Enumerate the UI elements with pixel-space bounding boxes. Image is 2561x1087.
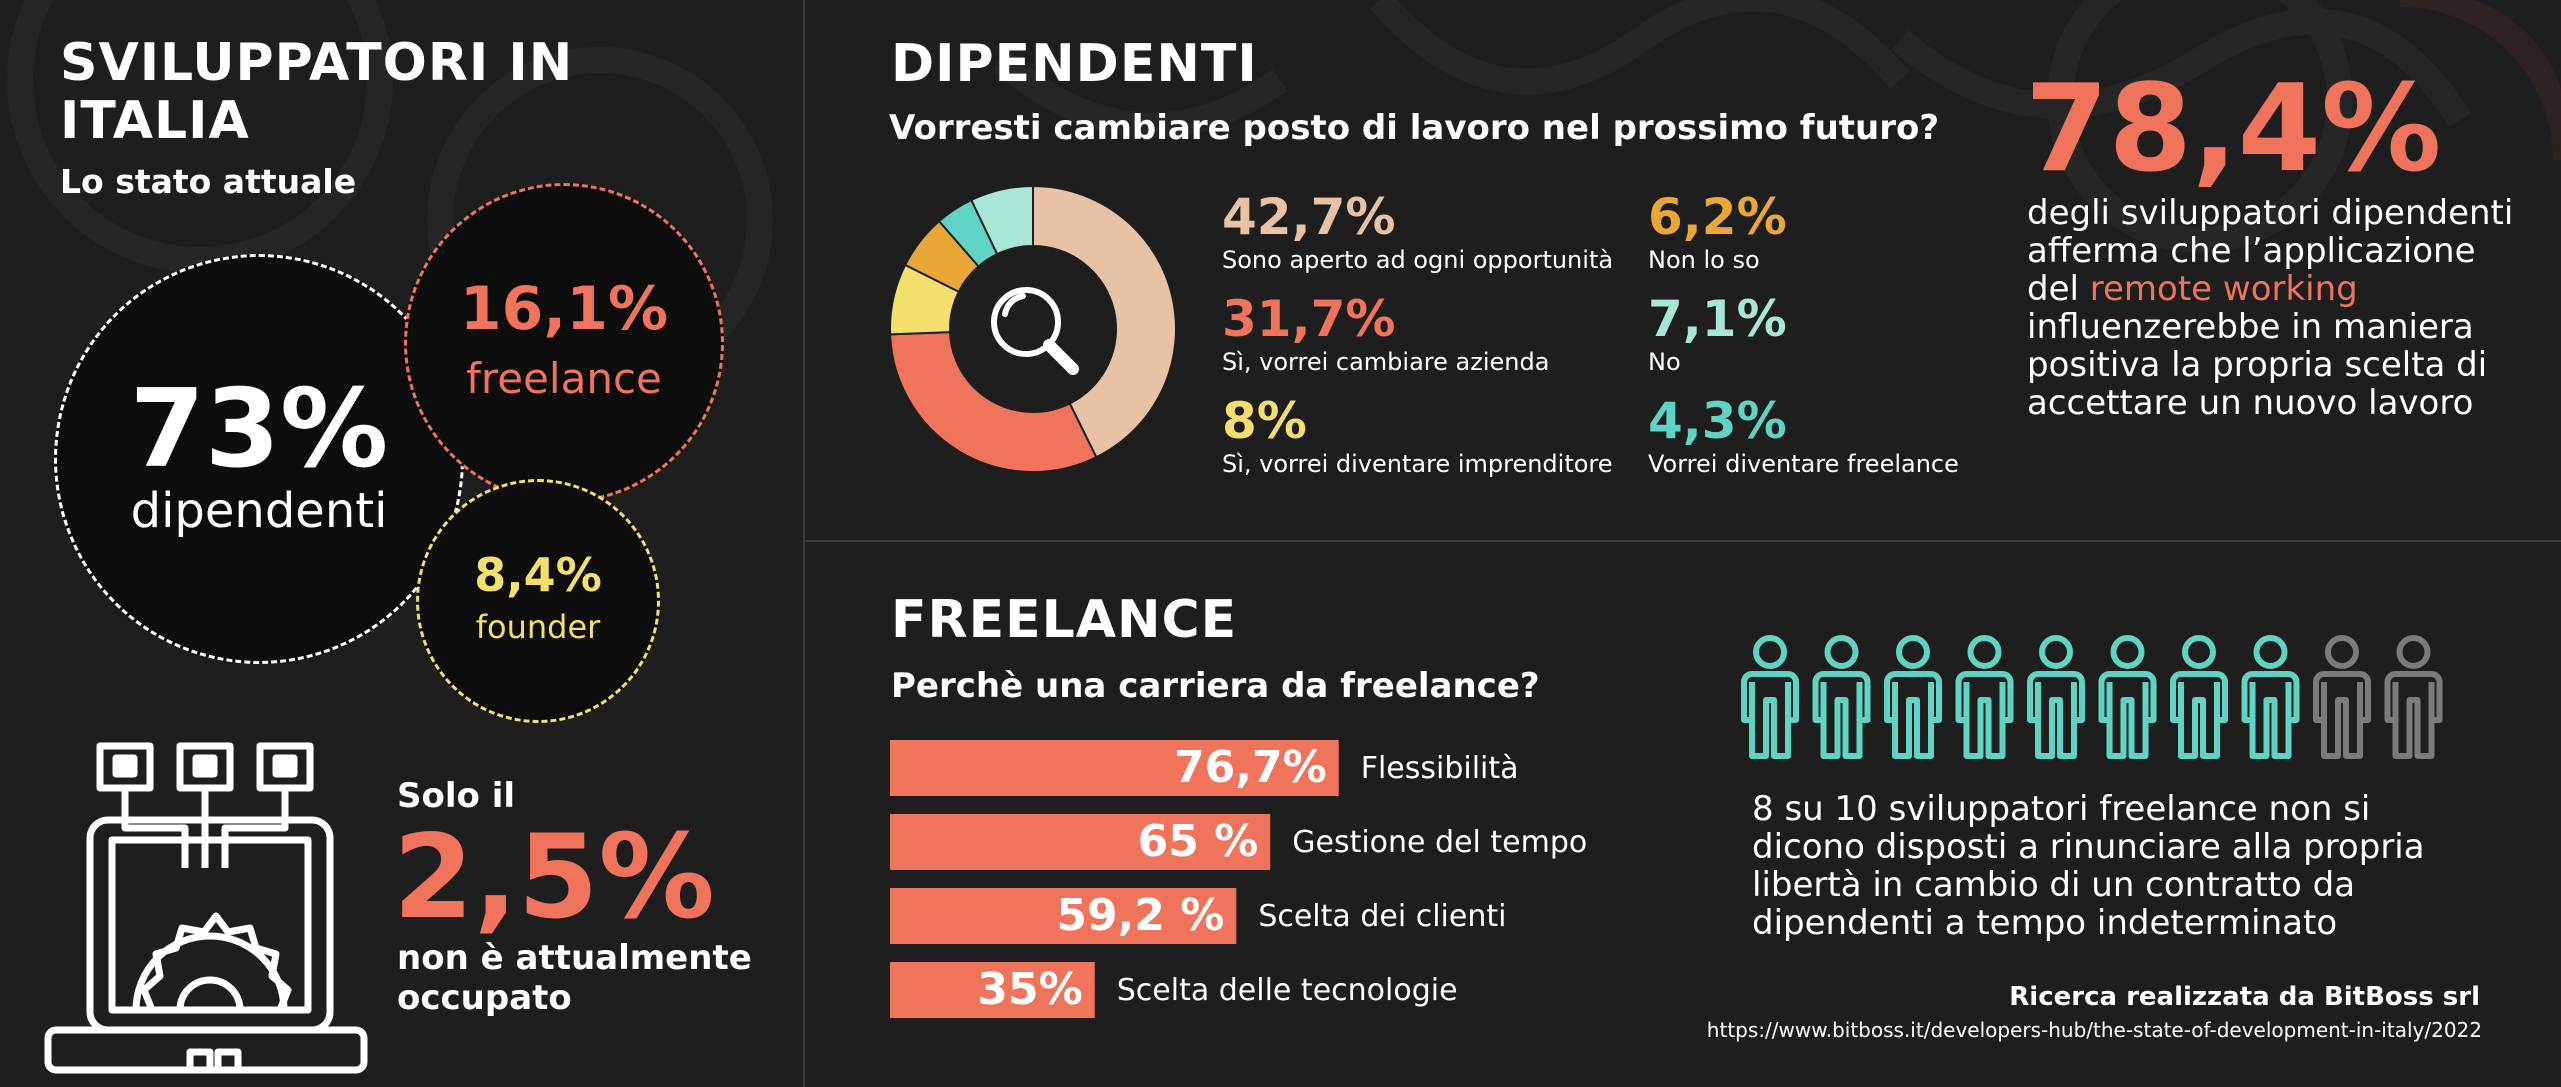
donut-legend-no: 7,1% No: [1648, 290, 1787, 376]
bar-flessibilita: [890, 740, 1339, 796]
person-icon: [2313, 635, 2371, 759]
donut-legend-value: 7,1%: [1648, 290, 1787, 348]
person-icon: [1955, 635, 2014, 759]
founder-label: founder: [475, 608, 601, 646]
person-icon: [1812, 635, 1871, 759]
bar-value-scelta-dei-clienti: 59,2 %: [1056, 890, 1224, 941]
person-icon: [2241, 635, 2300, 759]
donut-chart: [889, 184, 1177, 473]
page-title: SVILUPPATORI IN ITALIA: [60, 33, 574, 151]
bar-value-gestione-del-tempo: 65 %: [1138, 816, 1259, 867]
freelance-bar-chart: 76,7% Flessibilità 65 % Gestione del tempo 5…: [890, 740, 1587, 1018]
founder-value: 8,4%: [474, 548, 602, 602]
donut-legend-value: 42,7%: [1222, 188, 1396, 246]
donut-legend-value: 8%: [1222, 392, 1307, 450]
bar-label-gestione-del-tempo: Gestione del tempo: [1292, 825, 1587, 860]
remote-text-after: influenzerebbe in maniera positiva la pr…: [2027, 307, 2488, 423]
donut-legend-label: Sono aperto ad ogni opportunità: [1222, 246, 1614, 274]
dipendenti-title: DIPENDENTI: [891, 34, 1258, 94]
donut-legend-label: Non lo so: [1648, 246, 1760, 274]
unemployed-intro: Solo il: [397, 776, 516, 816]
remote-text-highlight: remote working: [2089, 269, 2358, 309]
bar-scelta-delle-tecnologie: [890, 962, 1095, 1018]
unemployed-value: 2,5%: [393, 810, 715, 945]
founder-circle: 8,4% founder: [416, 479, 660, 723]
donut-legend-value: 4,3%: [1648, 392, 1787, 450]
donut-slice-no: [969, 184, 1034, 256]
donut-legend-label: No: [1648, 348, 1681, 376]
credit-text: Ricerca realizzata da BitBoss srl: [2009, 982, 2480, 1012]
bar-label-scelta-dei-clienti: Scelta dei clienti: [1258, 899, 1506, 934]
bar-gestione-del-tempo: [890, 814, 1271, 870]
freelance-title: FREELANCE: [891, 590, 1238, 650]
laptop-gear-icon: [44, 742, 368, 1074]
horizontal-divider: [805, 540, 2561, 542]
donut-legend-label: Vorrei diventare freelance: [1648, 450, 1959, 478]
person-icon: [2098, 635, 2157, 759]
dipendenti-label: dipendenti: [130, 483, 388, 539]
donut-legend-si-vorrei-diventare-imprenditore: 8% Sì, vorrei diventare imprenditore: [1222, 392, 1613, 478]
people-text: 8 su 10 sviluppatori freelance non si di…: [1752, 789, 2425, 943]
donut-slice-si-vorrei-cambiare-azienda: [889, 331, 1098, 473]
page-subtitle: Lo stato attuale: [60, 162, 357, 201]
donut-legend-si-vorrei-cambiare-azienda: 31,7% Sì, vorrei cambiare azienda: [1222, 290, 1549, 376]
donut-legend-non-lo-so: 6,2% Non lo so: [1648, 188, 1787, 274]
donut-legend-vorrei-diventare-freelance: 4,3% Vorrei diventare freelance: [1648, 392, 1959, 478]
freelance-circle: 16,1% freelance: [404, 183, 724, 503]
bar-label-scelta-delle-tecnologie: Scelta delle tecnologie: [1117, 973, 1458, 1008]
donut-legend-label: Sì, vorrei cambiare azienda: [1222, 348, 1550, 376]
donut-legend-sono-aperto-ad-ogni-opportunita: 42,7% Sono aperto ad ogni opportunità: [1222, 188, 1613, 274]
freelance-value: 16,1%: [459, 274, 669, 344]
dipendenti-question: Vorresti cambiare posto di lavoro nel pr…: [889, 108, 1940, 148]
freelance-question: Perchè una carriera da freelance?: [891, 666, 1540, 706]
remote-text-before: degli sviluppatori dipendenti afferma ch…: [2027, 193, 2514, 309]
bar-scelta-dei-clienti: [890, 888, 1237, 944]
remote-working-text: degli sviluppatori dipendenti afferma ch…: [2027, 194, 2527, 422]
person-icon: [2170, 635, 2228, 759]
bar-value-scelta-delle-tecnologie: 35%: [977, 964, 1082, 1015]
magnifier-icon: [991, 287, 1079, 375]
person-icon: [2384, 635, 2443, 759]
freelance-label: freelance: [466, 354, 662, 403]
vertical-divider: [803, 0, 805, 1087]
donut-slice-sono-aperto-ad-ogni-opportunita: [1032, 184, 1177, 459]
remote-working-value: 78,4%: [2025, 60, 2442, 199]
bar-value-flessibilita: 76,7%: [1174, 742, 1327, 793]
donut-legend-label: Sì, vorrei diventare imprenditore: [1222, 450, 1613, 478]
dipendenti-value: 73%: [129, 367, 389, 492]
person-icon: [1741, 635, 1799, 759]
dipendenti-circle: 73% dipendenti: [54, 254, 464, 664]
bar-label-flessibilita: Flessibilità: [1361, 751, 1519, 786]
unemployed-text: non è attualmente occupato: [397, 938, 752, 1018]
donut-legend-value: 31,7%: [1222, 290, 1396, 348]
person-icon: [2027, 635, 2085, 759]
source-url: https://www.bitboss.it/developers-hub/th…: [1706, 1018, 2482, 1042]
people-pictogram: [1741, 635, 2443, 759]
person-icon: [1884, 635, 1942, 759]
donut-legend-value: 6,2%: [1648, 188, 1787, 246]
